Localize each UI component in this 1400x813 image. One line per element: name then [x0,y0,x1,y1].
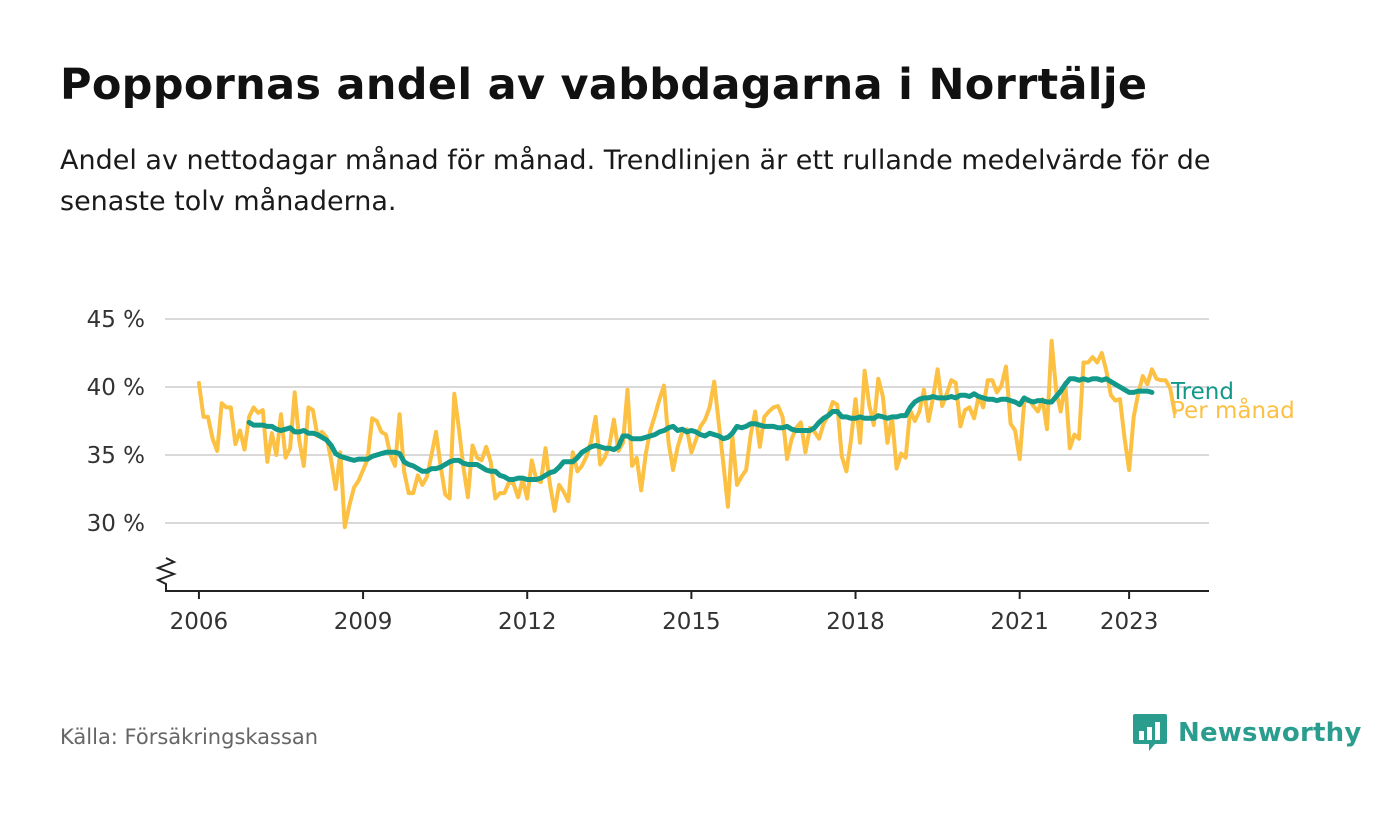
y-tick-label: 40 % [87,375,145,401]
x-tick-label: 2012 [498,609,557,635]
chart-title: Poppornas andel av vabbdagarna i Norrtäl… [60,60,1148,110]
x-tick-label: 2015 [662,609,721,635]
y-axis-labels: 30 % 35 % 40 % 45 % [87,307,145,537]
x-axis: 2006 2009 2012 2015 2018 2021 2023 [155,557,1209,635]
series-lines [196,338,1177,530]
y-tick-label: 30 % [87,511,145,537]
y-tick-label: 45 % [87,307,145,333]
newsworthy-brand[interactable]: Newsworthy [1132,711,1361,755]
x-tick-label: 2006 [170,609,229,635]
x-tick-label: 2021 [990,609,1049,635]
y-tick-label: 35 % [87,443,145,469]
x-tick-label: 2009 [334,609,393,635]
brand-name: Newsworthy [1178,718,1362,748]
axis-break-icon [155,557,177,591]
newsworthy-logo-icon [1133,714,1167,751]
chart-subtitle: Andel av nettodagar månad för månad. Tre… [60,145,1211,217]
legend-label-monthly: Per månad [1171,396,1295,424]
trend-line [246,376,1155,482]
x-tick-label: 2023 [1100,609,1159,635]
source-note: Källa: Försäkringskassan [60,725,319,749]
x-tick-label: 2018 [826,609,885,635]
legend-label-trend: Trend [1170,379,1234,405]
